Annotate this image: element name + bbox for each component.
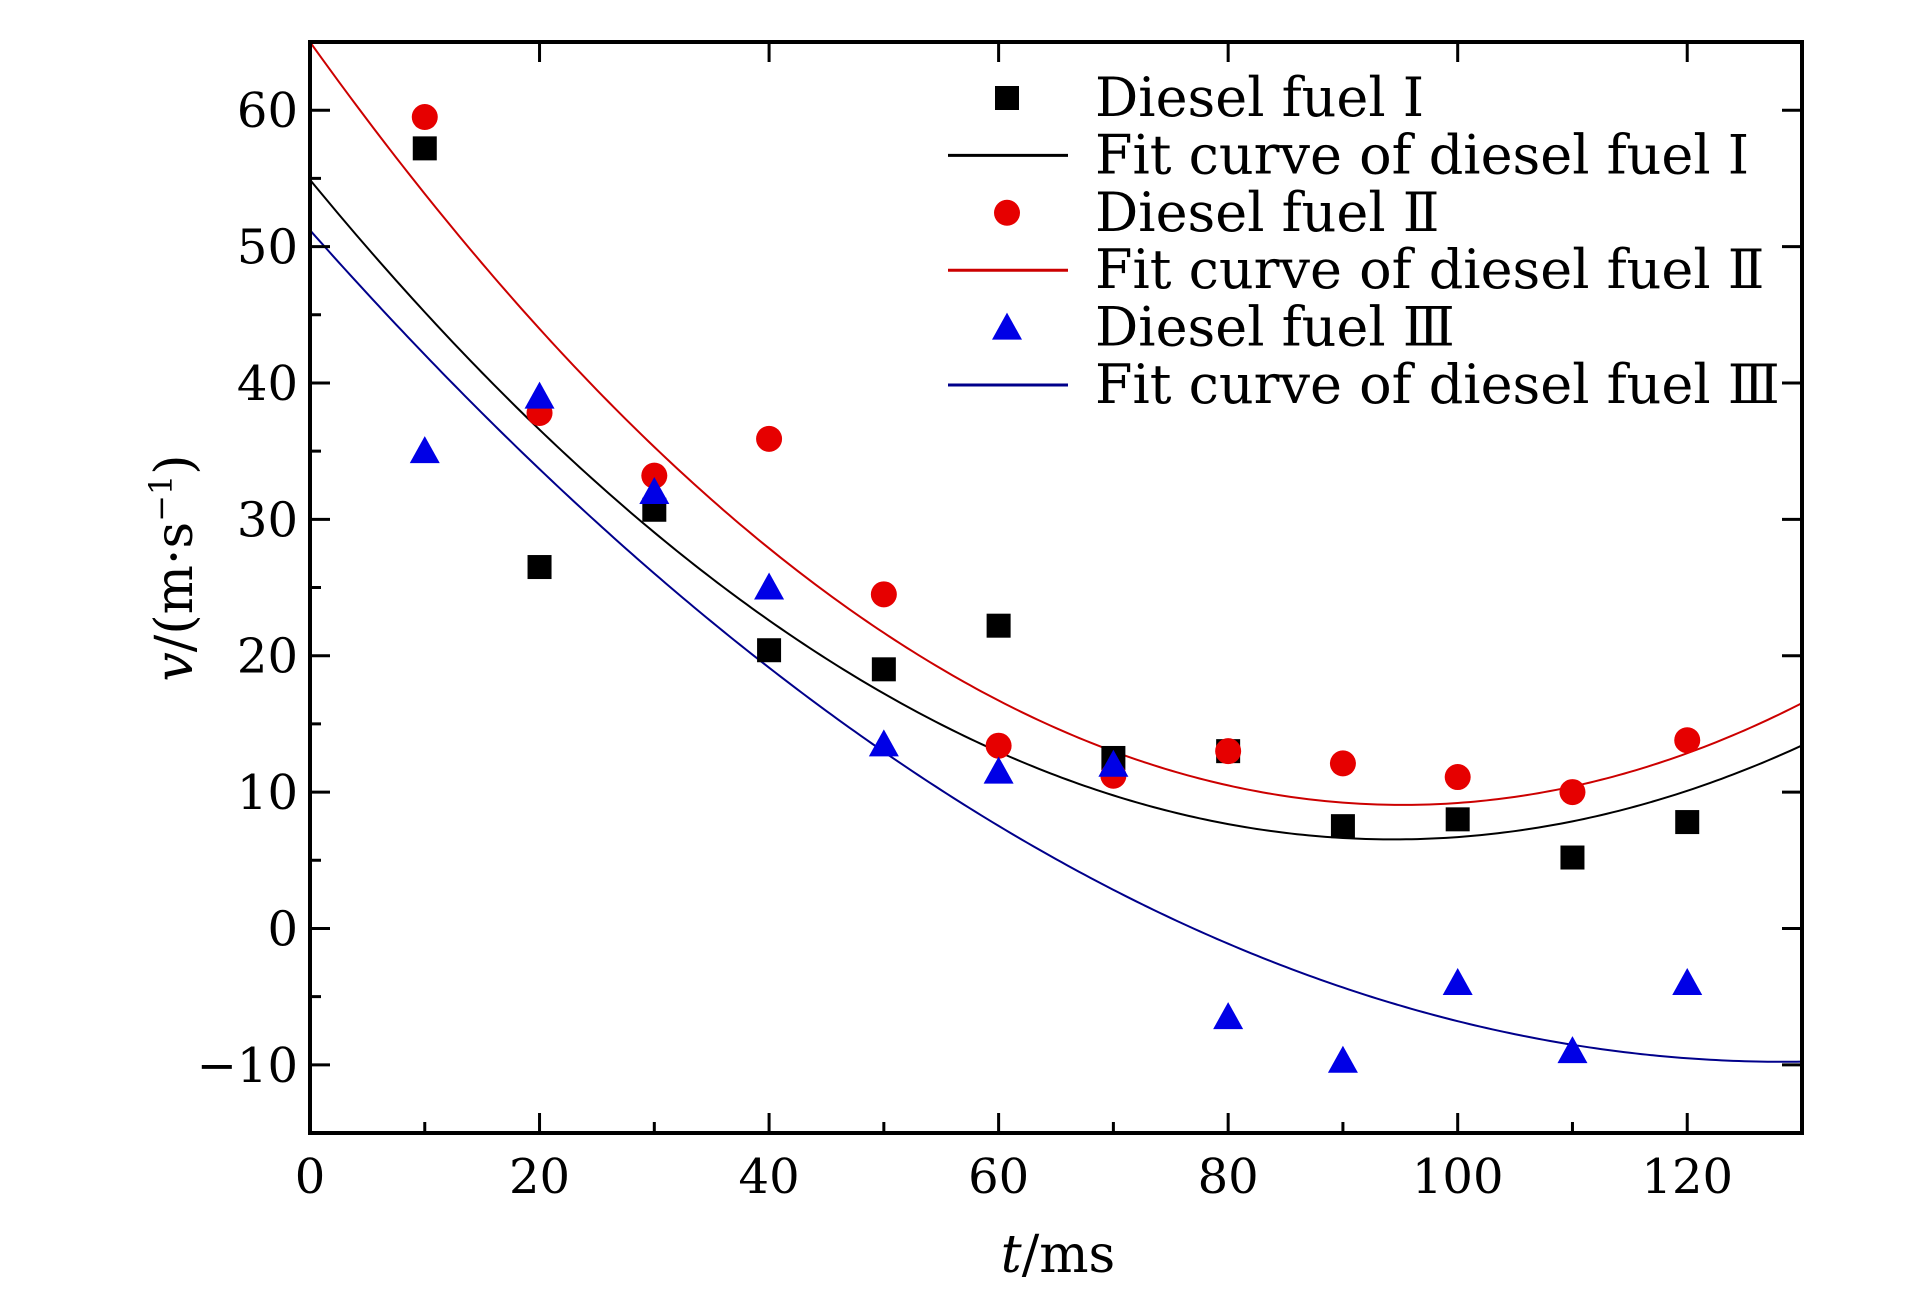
x-axis-var: t <box>1001 1225 1022 1285</box>
data-point <box>1442 967 1473 995</box>
data-point <box>868 729 899 757</box>
data-point <box>412 136 437 161</box>
y-tick-label: 10 <box>237 765 298 821</box>
legend-label: Fit curve of diesel fuel Ⅰ <box>1095 123 1749 186</box>
x-axis-label: t/ms <box>1001 1225 1115 1285</box>
data-point <box>1329 750 1356 777</box>
x-axis-unit: /ms <box>1022 1225 1116 1285</box>
legend-item-5: Diesel fuel Ⅲ <box>992 296 1455 359</box>
plot-frame <box>308 40 1804 1135</box>
y-axis-var: v <box>145 652 205 681</box>
data-point <box>871 657 896 682</box>
y-tick-label: 50 <box>237 220 298 276</box>
tick-labels: 0 20 40 60 80 100 120 −10 0 10 20 30 40 50 60 <box>197 83 1733 1205</box>
x-tick-label: 60 <box>968 1149 1029 1205</box>
x-tick-label: 120 <box>1641 1149 1733 1205</box>
data-point <box>1557 1036 1588 1064</box>
data-point <box>1672 967 1703 995</box>
legend-label: Fit curve of diesel fuel Ⅱ <box>1095 238 1765 301</box>
data-point <box>986 613 1011 638</box>
y-tick-label: 60 <box>237 83 298 139</box>
data-point <box>1445 807 1470 832</box>
y-axis-unit: /(m·s <box>145 522 205 652</box>
legend-item-3: Diesel fuel Ⅱ <box>994 181 1440 244</box>
legend-label: Diesel fuel Ⅱ <box>1095 181 1440 244</box>
x-tick-label: 40 <box>739 1149 800 1205</box>
fit-curve-3 <box>310 229 1802 1063</box>
legend-label: Diesel fuel Ⅰ <box>1095 66 1424 129</box>
data-point <box>1330 814 1355 839</box>
series-3 <box>409 381 1703 1073</box>
legend-marker <box>994 199 1020 226</box>
fit-curves <box>310 42 1802 1063</box>
y-axis-exponent: −1 <box>142 475 180 522</box>
fit-curve-1 <box>310 179 1802 841</box>
x-tick-label: 0 <box>295 1149 326 1205</box>
y-tick-label: −10 <box>197 1038 298 1094</box>
data-point <box>1444 764 1471 791</box>
data-point <box>756 425 783 452</box>
legend-item-4: Fit curve of diesel fuel Ⅱ <box>948 238 1765 301</box>
data-point <box>754 572 785 600</box>
data-point <box>983 756 1014 784</box>
legend-marker <box>995 86 1019 110</box>
data-point <box>1098 749 1129 777</box>
data-point <box>641 462 668 489</box>
x-tick-label: 20 <box>509 1149 570 1205</box>
series-2 <box>411 104 1701 806</box>
data-point <box>527 555 552 580</box>
data-point <box>1560 845 1585 870</box>
legend-item-6: Fit curve of diesel fuel Ⅲ <box>948 353 1780 416</box>
data-point <box>1215 738 1242 765</box>
data-point <box>1674 727 1701 754</box>
legend-label: Fit curve of diesel fuel Ⅲ <box>1095 353 1780 416</box>
fit-curve-2 <box>310 42 1802 806</box>
data-point <box>985 732 1012 759</box>
data-points <box>409 104 1703 1073</box>
x-tick-label: 80 <box>1198 1149 1259 1205</box>
data-point <box>1327 1045 1358 1073</box>
x-tick-label: 100 <box>1412 1149 1504 1205</box>
data-point <box>1675 810 1700 835</box>
y-tick-label: 0 <box>267 901 298 957</box>
y-tick-label: 30 <box>237 492 298 548</box>
y-axis-label: v/(m·s−1) <box>142 454 205 681</box>
data-point <box>757 638 782 663</box>
data-point <box>870 581 897 608</box>
data-point <box>409 436 440 464</box>
axis-ticks <box>308 42 1802 1133</box>
y-axis-close: ) <box>145 454 205 474</box>
y-tick-label: 40 <box>237 356 298 412</box>
data-point <box>411 104 438 131</box>
data-point <box>524 381 555 409</box>
legend-item-1: Diesel fuel Ⅰ <box>995 66 1424 129</box>
legend-item-2: Fit curve of diesel fuel Ⅰ <box>948 123 1749 186</box>
data-point <box>1559 779 1586 806</box>
y-tick-label: 20 <box>237 629 298 685</box>
legend-marker <box>992 312 1022 340</box>
legend-label: Diesel fuel Ⅲ <box>1095 296 1455 359</box>
data-point <box>1213 1002 1244 1030</box>
data-point <box>639 477 670 505</box>
